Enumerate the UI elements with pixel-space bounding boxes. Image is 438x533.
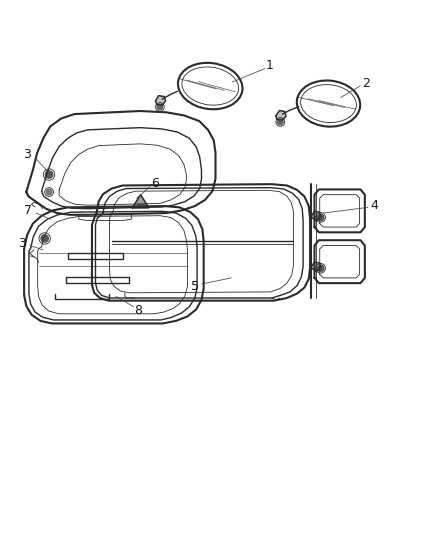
Polygon shape	[311, 262, 321, 272]
Circle shape	[317, 264, 325, 272]
Text: 8: 8	[134, 304, 142, 317]
Circle shape	[317, 214, 325, 221]
Text: 3: 3	[18, 237, 26, 250]
Text: 2: 2	[362, 77, 370, 90]
Text: 4: 4	[371, 199, 378, 212]
Circle shape	[156, 103, 163, 110]
Polygon shape	[155, 96, 166, 106]
Text: 5: 5	[191, 280, 199, 293]
Polygon shape	[276, 110, 286, 120]
Polygon shape	[311, 211, 321, 221]
Text: 6: 6	[152, 177, 159, 190]
Circle shape	[46, 189, 53, 196]
Text: 3: 3	[23, 148, 31, 161]
Text: 1: 1	[265, 59, 273, 71]
Circle shape	[45, 170, 53, 179]
Circle shape	[277, 118, 284, 125]
Circle shape	[40, 234, 49, 243]
Text: 7: 7	[25, 204, 32, 217]
Polygon shape	[132, 195, 149, 208]
